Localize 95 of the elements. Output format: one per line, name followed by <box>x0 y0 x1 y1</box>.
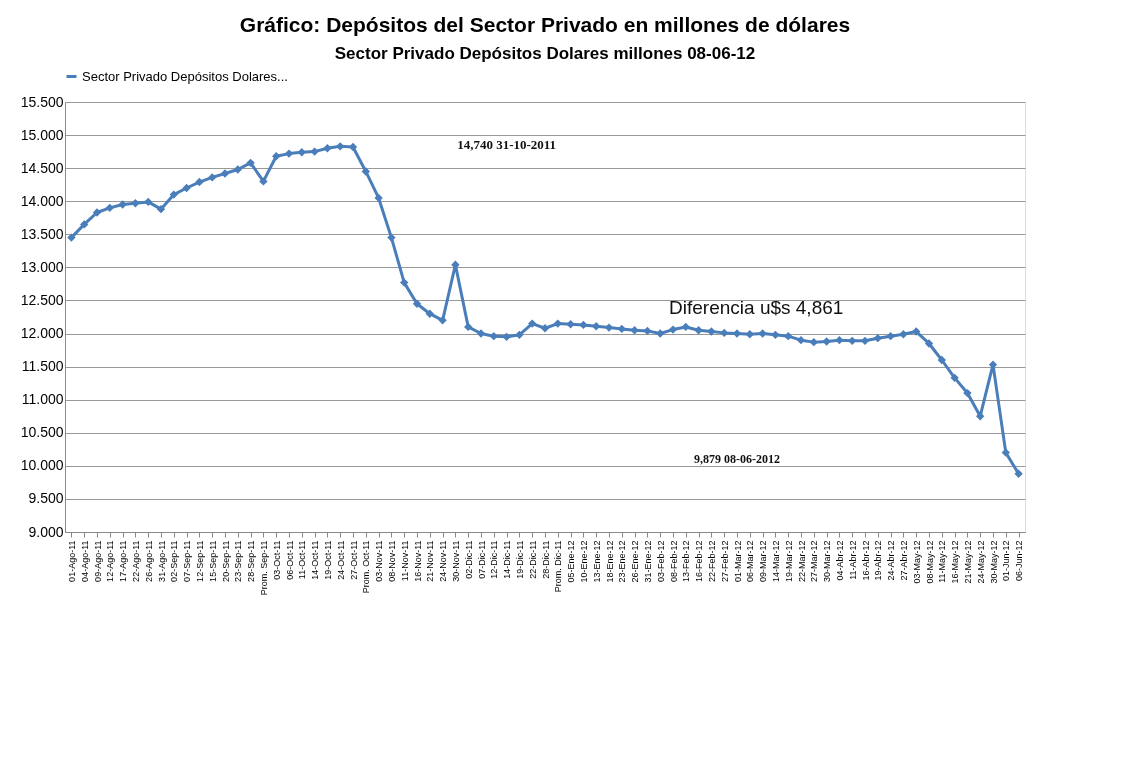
x-tick-label: 09-Ago-11 <box>92 540 103 582</box>
x-tick-label: 08-Nov-11 <box>386 540 397 582</box>
y-tick-label: 15.500 <box>20 93 64 110</box>
y-tick-label: 13.500 <box>20 225 64 242</box>
y-tick-label: 14.500 <box>20 159 64 176</box>
x-tick-label: 19-Abr-12 <box>873 540 884 581</box>
x-tick-label: 30-Mar-12 <box>822 540 833 583</box>
x-tick-label: 13-Ene-12 <box>591 540 602 583</box>
x-tick-label: 24-Abr-12 <box>886 540 897 581</box>
x-tick-label: 23-Ene-12 <box>617 540 628 583</box>
annotation: 9,879 08-06-2012 <box>694 451 780 466</box>
x-tick-label: 06-Oct-11 <box>284 540 295 580</box>
x-tick-label: 08-May-12 <box>924 540 935 584</box>
x-tick-label: 20-Sep-11 <box>220 540 231 582</box>
x-tick-label: 27-Oct-11 <box>348 540 359 580</box>
x-tick-label: Prom. Sep-11 <box>258 540 269 596</box>
x-tick-label: 03-Nov-11 <box>374 540 385 582</box>
x-tick-label: 12-Sep-11 <box>194 540 205 582</box>
x-tick-label: 12-Ago-11 <box>105 540 116 582</box>
x-tick-label: 17-Ago-11 <box>118 540 129 582</box>
x-tick-label: 16-Abr-12 <box>860 540 871 581</box>
x-tick-label: 02-Sep-11 <box>169 540 180 582</box>
x-tick-label: 03-Feb-12 <box>655 540 666 583</box>
x-tick-label: 08-Feb-12 <box>668 540 679 583</box>
x-tick-label: 04-Abr-12 <box>834 540 845 581</box>
x-tick-label: 11-Oct-11 <box>297 540 308 580</box>
x-tick-label: 28-Dic-11 <box>540 540 551 579</box>
x-tick-label: 03-Oct-11 <box>271 540 282 580</box>
x-tick-label: 27-Mar-12 <box>809 540 820 583</box>
x-tick-label: 30-May-12 <box>988 540 999 584</box>
x-tick-label: 31-Ene-12 <box>642 540 653 583</box>
x-tick-label: Prom. Oct-11 <box>361 540 372 594</box>
y-tick-label: 9.500 <box>28 490 64 507</box>
chart-subtitle: Sector Privado Depósitos Dolares millones 08-06-12 <box>334 44 756 63</box>
legend-label: Sector Privado Depósitos Dolares... <box>82 68 288 84</box>
x-tick-label: 24-May-12 <box>975 540 986 584</box>
y-tick-label: 15.000 <box>20 126 64 143</box>
x-tick-label: 05-Ene-12 <box>566 540 577 583</box>
y-tick-label: 9.000 <box>28 523 64 540</box>
x-tick-label: 26-Ago-11 <box>143 540 154 582</box>
annotation: Diferencia u$s 4,861 <box>669 297 844 319</box>
x-tick-label: 18-Ene-12 <box>604 540 615 583</box>
x-tick-label: 22-Dic-11 <box>527 540 538 579</box>
x-tick-label: 14-Mar-12 <box>770 540 781 583</box>
x-tick-label: 07-Dic-11 <box>476 540 487 579</box>
x-tick-label: 15-Sep-11 <box>207 540 218 582</box>
x-tick-label: 19-Oct-11 <box>322 540 333 580</box>
x-tick-label: 16-Feb-12 <box>694 540 705 583</box>
x-tick-label: 13-Feb-12 <box>681 540 692 583</box>
x-tick-label: 01-Jun-12 <box>1001 540 1012 582</box>
chart-title: Gráfico: Depósitos del Sector Privado en millones de dólares <box>239 13 851 36</box>
y-tick-label: 10.500 <box>20 424 64 441</box>
x-tick-label: 22-Ago-11 <box>130 540 141 582</box>
x-tick-label: Prom. Dic-11 <box>553 540 564 593</box>
x-tick-label: 16-Nov-11 <box>412 540 423 582</box>
x-tick-label: 27-Feb-12 <box>719 540 730 583</box>
x-tick-label: 24-Nov-11 <box>438 540 449 582</box>
x-tick-label: 11-Nov-11 <box>399 540 410 582</box>
y-tick-label: 12.000 <box>20 325 64 342</box>
y-tick-label: 14.000 <box>20 192 64 209</box>
x-tick-label: 21-May-12 <box>962 540 973 584</box>
x-tick-label: 06-Mar-12 <box>745 540 756 583</box>
x-tick-label: 22-Mar-12 <box>796 540 807 583</box>
x-tick-label: 19-Mar-12 <box>783 540 794 583</box>
x-tick-label: 11-Abr-12 <box>847 540 858 580</box>
x-tick-label: 10-Ene-12 <box>578 540 589 583</box>
annotation: 14,740 31-10-2011 <box>457 137 557 152</box>
x-tick-label: 22-Feb-12 <box>706 540 717 583</box>
x-tick-label: 09-Mar-12 <box>758 540 769 583</box>
y-tick-label: 11.500 <box>21 358 64 375</box>
x-tick-label: 24-Oct-11 <box>335 540 346 580</box>
x-tick-label: 07-Sep-11 <box>182 540 193 582</box>
y-tick-label: 11.000 <box>21 391 64 408</box>
x-tick-label: 06-Jun-12 <box>1014 540 1025 582</box>
x-tick-label: 14-Dic-11 <box>502 540 513 579</box>
x-tick-label: 14-Oct-11 <box>310 540 321 580</box>
x-tick-label: 01-Mar-12 <box>732 540 743 583</box>
x-tick-label: 27-Abr-12 <box>898 540 909 581</box>
y-tick-label: 13.000 <box>20 258 64 275</box>
x-tick-label: 12-Dic-11 <box>489 540 500 579</box>
x-tick-label: 19-Dic-11 <box>514 540 525 579</box>
x-tick-label: 21-Nov-11 <box>425 540 436 582</box>
x-tick-label: 30-Nov-11 <box>450 540 461 582</box>
x-tick-label: 11-May-12 <box>937 540 948 583</box>
x-tick-label: 28-Sep-11 <box>246 540 257 582</box>
x-tick-label: 02-Dic-11 <box>463 540 474 579</box>
y-tick-label: 12.500 <box>20 291 64 308</box>
x-tick-label: 16-May-12 <box>950 540 961 584</box>
x-tick-label: 03-May-12 <box>911 540 922 584</box>
x-tick-label: 04-Ago-11 <box>79 540 90 582</box>
x-tick-label: 31-Ago-11 <box>156 540 167 582</box>
y-tick-label: 10.000 <box>20 457 64 474</box>
x-tick-label: 26-Ene-12 <box>630 540 641 583</box>
x-tick-label: 23-Sep-11 <box>233 540 244 582</box>
x-tick-label: 01-Ago-11 <box>66 540 77 582</box>
